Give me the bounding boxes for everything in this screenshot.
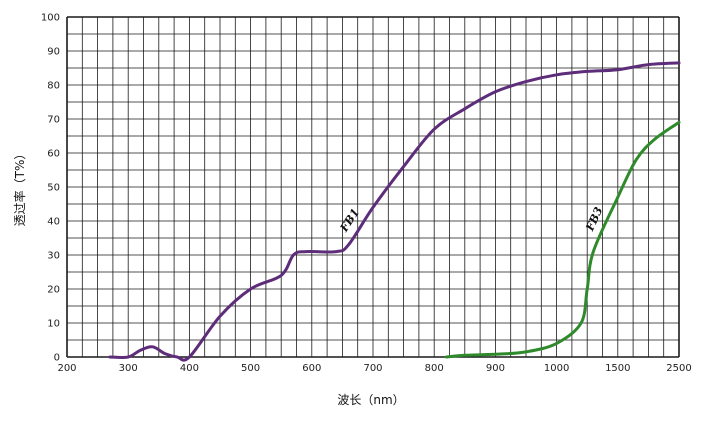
x-tick-label: 400 (180, 363, 199, 374)
series-line-fb1 (108, 61, 681, 362)
x-tick-label: 1500 (605, 363, 630, 374)
y-tick-label: 0 (54, 353, 60, 364)
x-tick-label: 200 (57, 363, 76, 374)
y-tick-label: 80 (47, 81, 60, 92)
x-tick-label: 2500 (666, 363, 691, 374)
y-tick-labels: 0 10 20 30 40 50 60 70 80 90 100 (41, 13, 60, 364)
grid (66, 16, 680, 358)
y-tick-label: 100 (41, 13, 60, 24)
x-axis-label: 波长（nm） (337, 393, 404, 407)
y-tick-label: 40 (47, 217, 60, 228)
series-labels: FB1 FB3 (337, 205, 605, 235)
x-tick-label: 800 (425, 363, 444, 374)
x-tick-label: 900 (486, 363, 505, 374)
x-tick-label: 1000 (544, 363, 569, 374)
series-line-fb3 (444, 120, 681, 359)
series-lines (108, 61, 681, 362)
y-axis-label: 透过率（T%） (12, 148, 27, 227)
y-tick-label: 60 (47, 149, 60, 160)
y-tick-label: 50 (47, 183, 60, 194)
x-tick-label: 300 (119, 363, 138, 374)
y-tick-label: 70 (47, 115, 60, 126)
x-tick-label: 700 (363, 363, 382, 374)
y-tick-label: 90 (47, 47, 60, 58)
x-tick-label: 500 (241, 363, 260, 374)
x-tick-label: 600 (302, 363, 321, 374)
y-tick-label: 20 (47, 285, 60, 296)
y-tick-label: 30 (47, 251, 60, 262)
x-tick-labels: 200 300 400 500 600 700 800 900 1000 1500 2500 (57, 363, 691, 374)
y-tick-label: 10 (47, 319, 60, 330)
